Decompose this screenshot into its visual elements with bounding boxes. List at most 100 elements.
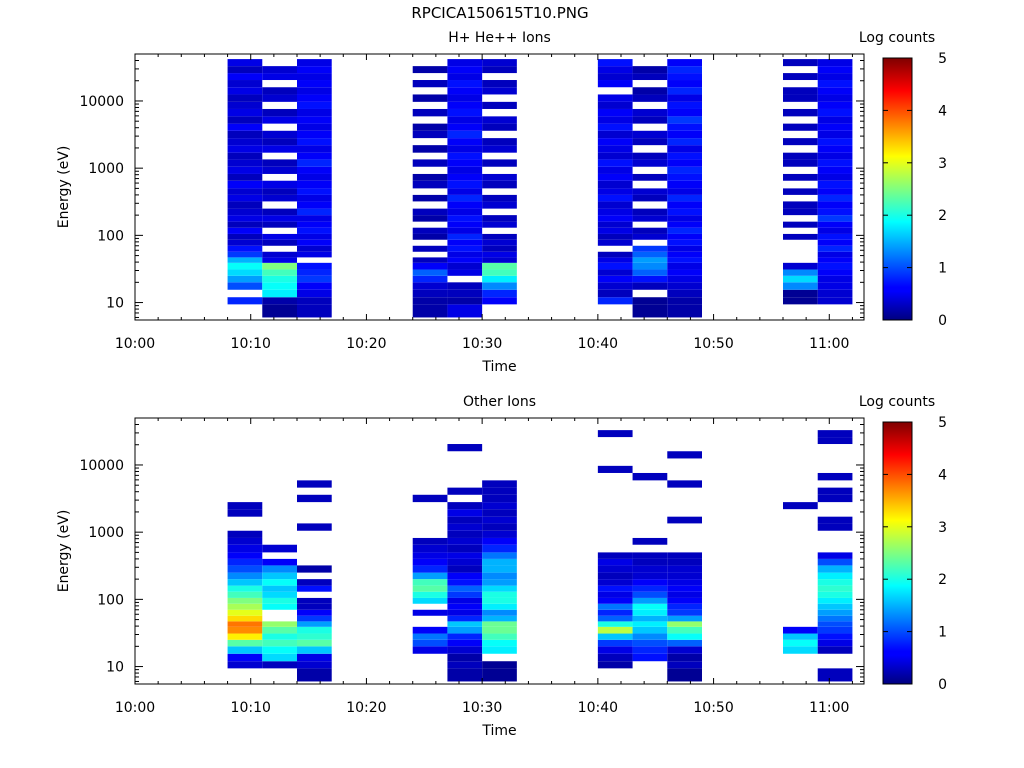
heatmap-cell <box>667 227 702 234</box>
heatmap-cell <box>297 639 332 647</box>
heatmap-cell <box>297 73 332 81</box>
heatmap-cell <box>447 509 483 517</box>
heatmap-cells <box>227 430 853 682</box>
heatmap-cell <box>297 239 332 246</box>
heatmap-cell <box>667 668 702 682</box>
heatmap-cell <box>817 603 853 610</box>
heatmap-cell <box>447 544 483 553</box>
y-tick-label: 10 <box>106 660 124 676</box>
heatmap-cell <box>667 289 702 298</box>
heatmap-cell <box>667 275 702 283</box>
heatmap-cell <box>632 215 668 222</box>
heatmap-cell <box>597 621 633 627</box>
heatmap-cell <box>597 101 633 109</box>
heatmap-cell <box>297 626 332 634</box>
colorbar-tick-label: 2 <box>938 572 947 588</box>
heatmap-cell <box>412 123 448 131</box>
heatmap-cell <box>297 208 332 216</box>
heatmap-cell <box>783 94 818 102</box>
heatmap-cell <box>482 80 517 88</box>
heatmap-cell <box>482 87 517 95</box>
heatmap-cell <box>482 159 517 167</box>
heatmap-cell <box>817 585 853 592</box>
heatmap-cell <box>447 116 483 124</box>
heatmap-cell <box>482 59 517 67</box>
heatmap-cell <box>817 245 853 252</box>
heatmap-cell <box>227 201 263 209</box>
heatmap-cell <box>667 251 702 258</box>
heatmap-cell <box>482 123 517 131</box>
heatmap-cell <box>482 516 517 524</box>
heatmap-cell <box>783 262 818 270</box>
heatmap-cell <box>667 80 702 88</box>
heatmap-cell <box>412 572 448 580</box>
colorbar-gradient <box>882 421 913 685</box>
heatmap-cell <box>597 603 633 610</box>
heatmap-cell <box>447 621 483 627</box>
heatmap-cell <box>667 653 702 662</box>
heatmap-cell <box>447 639 483 647</box>
heatmap-cell <box>632 116 668 124</box>
colorbar-tick-label: 3 <box>938 520 947 536</box>
heatmap-cell <box>447 87 483 95</box>
heatmap-cell <box>597 289 633 298</box>
heatmap-cell <box>482 523 517 531</box>
heatmap-cell <box>632 609 668 616</box>
heatmap-cell <box>632 572 668 580</box>
heatmap-cell <box>667 116 702 124</box>
heatmap-cell <box>297 227 332 234</box>
heatmap-cell <box>297 646 332 654</box>
heatmap-cell <box>482 661 517 669</box>
heatmap-cell <box>667 615 702 622</box>
heatmap-cell <box>482 585 517 592</box>
heatmap-cell <box>597 130 633 139</box>
heatmap-cell <box>817 516 853 524</box>
heatmap-cell <box>297 180 332 189</box>
heatmap-cell <box>597 465 633 473</box>
heatmap-cell <box>227 73 263 81</box>
heatmap-cell <box>482 116 517 124</box>
heatmap-cell <box>632 537 668 545</box>
heatmap-cell <box>447 159 483 167</box>
heatmap-cell <box>297 523 332 531</box>
heatmap-cell <box>632 269 668 276</box>
heatmap-cell <box>227 544 263 553</box>
x-tick-label: 10:30 <box>462 700 502 716</box>
heatmap-cell <box>447 215 483 222</box>
heatmap-cell <box>632 565 668 573</box>
heatmap-cell <box>297 262 332 270</box>
heatmap-cell <box>667 152 702 160</box>
heatmap-cell <box>597 579 633 586</box>
heatmap-cell <box>297 66 332 74</box>
heatmap-cell <box>447 173 483 181</box>
heatmap-cell <box>447 233 483 240</box>
x-tick-label: 11:00 <box>809 336 849 352</box>
heatmap-cell <box>597 591 633 598</box>
heatmap-cell <box>667 123 702 131</box>
heatmap-cell <box>297 94 332 102</box>
heatmap-cell <box>667 188 702 195</box>
heatmap-cell <box>667 451 702 459</box>
heatmap-cell <box>482 591 517 598</box>
heatmap-cell <box>482 494 517 503</box>
heatmap-cell <box>447 603 483 610</box>
heatmap-cell <box>412 282 448 290</box>
y-tick-label: 10000 <box>79 94 124 110</box>
heatmap-cell <box>262 653 297 662</box>
heatmap-cell <box>482 138 517 146</box>
heatmap-cell <box>447 269 483 276</box>
heatmap-cell <box>482 262 517 270</box>
colorbar-tick-label: 4 <box>938 467 947 483</box>
heatmap-cell <box>262 633 297 640</box>
heatmap-cell <box>447 653 483 662</box>
heatmap-cell <box>447 138 483 146</box>
heatmap-cell <box>783 646 818 654</box>
heatmap-cell <box>447 579 483 586</box>
heatmap-cell <box>667 516 702 524</box>
heatmap-cell <box>227 552 263 559</box>
heatmap-cell <box>227 661 263 669</box>
heatmap-cell <box>817 116 853 124</box>
heatmap-cell <box>262 269 297 276</box>
heatmap-cell <box>783 159 818 167</box>
heatmap-cell <box>597 585 633 592</box>
